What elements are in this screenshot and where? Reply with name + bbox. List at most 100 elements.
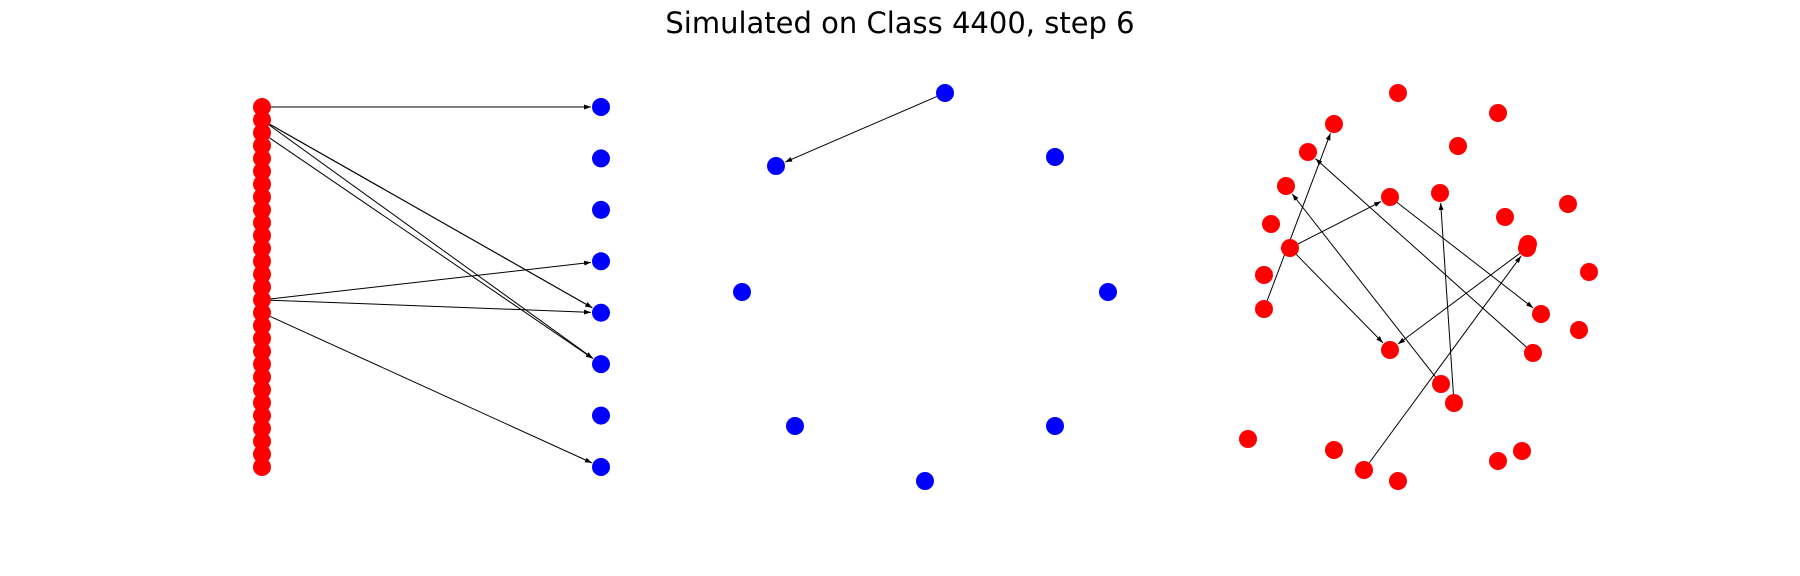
node-red-6: [253, 175, 271, 194]
node-red-0: [253, 98, 271, 116]
node-r-16: [1532, 305, 1550, 323]
node-red-19: [253, 342, 271, 361]
node-layer: [1239, 84, 1598, 490]
node-r-15: [1518, 239, 1536, 257]
node-red-8: [253, 200, 271, 219]
node-red-1: [253, 110, 271, 129]
node-blue-2: [592, 200, 610, 219]
node-r-6: [1381, 188, 1399, 206]
edge-r-26-to-r-15: [1368, 255, 1522, 464]
node-r-22: [1445, 394, 1463, 412]
node-red-26: [253, 432, 271, 451]
edge-r-11-to-r-19: [1295, 254, 1384, 344]
node-red-13: [253, 265, 271, 284]
node-r-7: [1277, 177, 1295, 195]
node-r-21: [1432, 375, 1450, 393]
node-blue-7: [592, 458, 610, 476]
node-layer: [733, 84, 1117, 490]
edge-layer: [1266, 133, 1534, 464]
node-b-2: [1046, 148, 1064, 166]
figure-title: Simulated on Class 4400, step 6: [665, 6, 1135, 40]
node-r-0: [1389, 84, 1407, 102]
edge-r-6-to-r-16: [1396, 202, 1534, 309]
node-r-20: [1524, 344, 1542, 362]
node-red-5: [253, 162, 271, 181]
node-blue-1: [592, 149, 610, 168]
node-layer: [253, 98, 610, 476]
node-red-4: [253, 149, 271, 168]
node-red-3: [253, 136, 271, 155]
edge-red-2-to-blue-5: [269, 137, 594, 359]
node-r-5: [1431, 184, 1449, 202]
edge-red-1-to-blue-4: [269, 123, 593, 309]
node-r-19: [1381, 341, 1399, 359]
node-red-20: [253, 355, 271, 374]
node-b-0: [936, 84, 954, 102]
edge-red-15-to-blue-3: [270, 260, 592, 300]
node-r-17: [1255, 300, 1273, 318]
node-r-13: [1255, 266, 1273, 284]
edge-red-1-to-blue-5: [269, 124, 594, 359]
node-red-16: [253, 303, 271, 322]
node-red-22: [253, 380, 271, 399]
node-blue-6: [592, 406, 610, 425]
node-b-3: [733, 283, 751, 301]
node-blue-4: [592, 303, 610, 322]
node-red-12: [253, 252, 271, 271]
node-blue-3: [592, 252, 610, 271]
node-r-2: [1325, 115, 1343, 133]
node-red-14: [253, 278, 271, 296]
edge-r-11-to-r-6: [1297, 201, 1382, 245]
edge-red-16-to-blue-7: [269, 315, 593, 464]
node-b-1: [767, 157, 785, 175]
node-r-23: [1239, 430, 1257, 448]
node-red-25: [253, 419, 271, 438]
node-red-18: [253, 329, 271, 348]
node-blue-5: [592, 355, 610, 374]
node-r-4: [1299, 143, 1317, 161]
edge-r-20-to-r-4: [1315, 158, 1527, 348]
node-red-21: [253, 368, 271, 386]
bipartite-graph-panel: [253, 98, 610, 476]
edge-r-21-to-r-7: [1291, 193, 1436, 378]
edge-layer: [269, 104, 594, 464]
node-r-9: [1496, 208, 1514, 226]
red-circle-graph-panel: [1239, 84, 1598, 490]
node-r-3: [1449, 137, 1467, 155]
node-b-5: [786, 417, 804, 435]
node-red-7: [253, 188, 271, 206]
node-red-28: [253, 458, 271, 476]
node-r-24: [1325, 441, 1343, 459]
node-r-8: [1559, 195, 1577, 213]
node-red-17: [253, 316, 271, 335]
node-r-27: [1513, 442, 1531, 460]
node-blue-0: [592, 98, 610, 116]
blue-circle-graph-panel: [733, 84, 1117, 490]
node-r-28: [1389, 472, 1407, 490]
node-red-27: [253, 445, 271, 464]
node-red-10: [253, 226, 271, 245]
node-r-10: [1262, 215, 1280, 233]
node-b-4: [1099, 283, 1117, 301]
edge-red-15-to-blue-4: [270, 299, 592, 315]
node-red-15: [253, 290, 271, 309]
node-r-11: [1281, 239, 1299, 257]
node-red-23: [253, 393, 271, 412]
node-r-18: [1570, 321, 1588, 339]
edge-r-17-to-r-2: [1266, 133, 1331, 301]
node-red-9: [253, 213, 271, 232]
edge-r-15-to-r-19: [1397, 252, 1521, 345]
node-r-25: [1489, 452, 1507, 470]
node-r-1: [1489, 104, 1507, 122]
node-red-11: [253, 239, 271, 258]
node-b-6: [1046, 417, 1064, 435]
node-r-14: [1580, 263, 1598, 281]
node-b-7: [916, 472, 934, 490]
node-r-26: [1355, 461, 1373, 479]
edge-b-0-to-b-1: [784, 96, 937, 163]
node-red-2: [253, 123, 271, 142]
edge-r-22-to-r-5: [1438, 202, 1454, 395]
node-red-24: [253, 406, 271, 425]
edge-layer: [784, 96, 937, 163]
